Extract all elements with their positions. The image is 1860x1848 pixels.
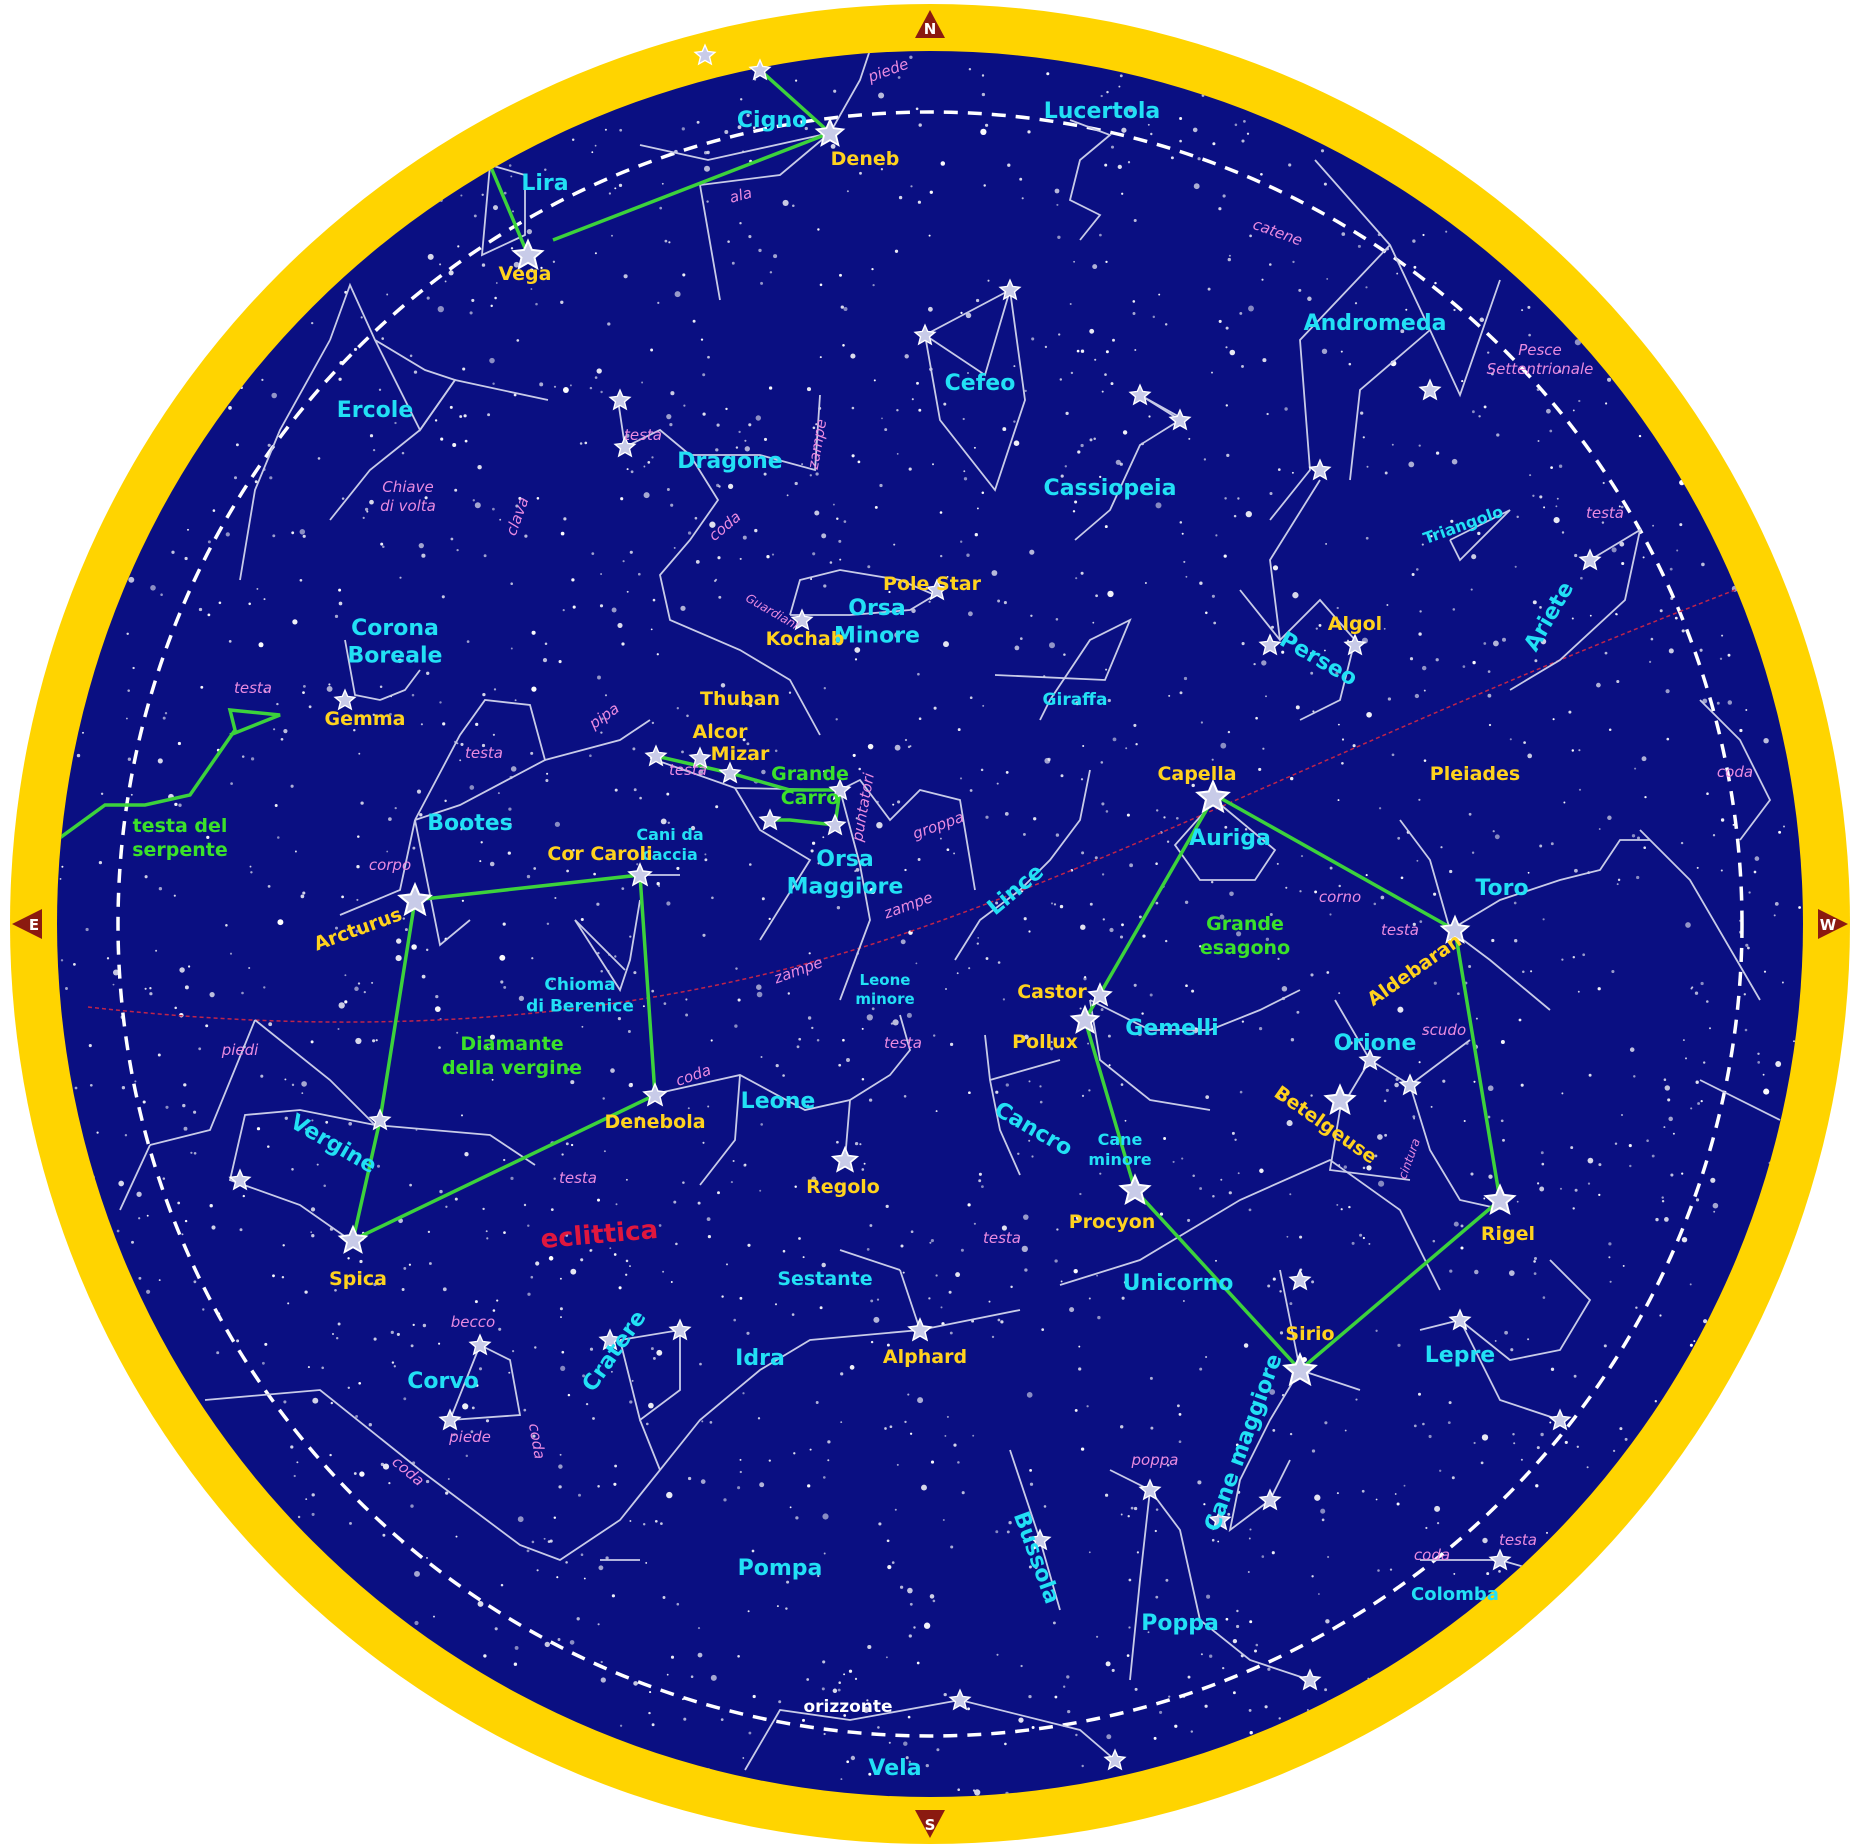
label-chioma-di-berenice: Chioma di Berenice [526, 975, 634, 1016]
label-vega: Vega [499, 263, 552, 285]
compass-north: N [915, 10, 945, 38]
label-algol: Algol [1328, 613, 1382, 635]
part-label: testa [884, 1034, 922, 1052]
label-orsa-maggiore: Orsa Maggiore [787, 847, 904, 900]
label-leone-minore: Leone minore [855, 971, 914, 1008]
label-dragone: Dragone [677, 449, 782, 474]
label-vela: Vela [868, 1756, 921, 1781]
label-sestante: Sestante [777, 1268, 872, 1290]
label-bootes: Bootes [427, 811, 513, 836]
part-label: testa [669, 761, 707, 779]
label-unicorno: Unicorno [1123, 1271, 1234, 1296]
label-mizar: Mizar [711, 743, 770, 765]
label-denebola: Denebola [604, 1111, 705, 1133]
part-label: corpo [369, 856, 411, 874]
label-cane-minore: Cane minore [1088, 1130, 1151, 1169]
label-cassiopeia: Cassiopeia [1044, 476, 1177, 501]
label-cor-caroli: Cor Caroli [547, 843, 652, 865]
label-spica: Spica [329, 1268, 387, 1290]
compass-west-label: W [1820, 916, 1837, 934]
label-cigno: Cigno [737, 108, 807, 133]
label-andromeda: Andromeda [1304, 311, 1447, 336]
label-regolo: Regolo [806, 1176, 880, 1198]
label-grande-esagono: Grande esagono [1200, 913, 1290, 959]
label-gemelli: Gemelli [1125, 1016, 1218, 1041]
horizon-circle [116, 110, 1744, 1738]
sky-disc [57, 51, 1803, 1797]
compass-south: S [915, 1810, 945, 1838]
part-label: coda [1717, 763, 1753, 781]
label-ercole: Ercole [337, 398, 414, 423]
label-corona-boreale: Corona Boreale [348, 616, 443, 669]
compass-east: E [12, 909, 42, 939]
label-cefeo: Cefeo [945, 371, 1016, 396]
label-leone: Leone [741, 1089, 816, 1114]
part-label: scudo [1422, 1021, 1466, 1039]
label-orsa-minore: Orsa Minore [834, 596, 920, 649]
label-orione: Orione [1334, 1031, 1417, 1056]
label-alcor: Alcor [693, 721, 749, 743]
label-pollux: Pollux [1012, 1031, 1078, 1053]
label-pesce-settentrionale: Pesce Settentrionale [1487, 341, 1594, 378]
label-capella: Capella [1157, 763, 1236, 785]
label-pompa: Pompa [738, 1556, 823, 1581]
part-label: piedi [221, 1041, 259, 1059]
label-lucertola: Lucertola [1044, 99, 1161, 124]
part-label: coda [1414, 1546, 1450, 1564]
part-label: testa [1381, 921, 1419, 939]
label-grande-carro: Grande Carro [771, 763, 849, 809]
label-colomba: Colomba [1411, 1584, 1499, 1605]
label-rigel: Rigel [1481, 1223, 1535, 1245]
part-label: ala [727, 184, 753, 207]
label-corvo: Corvo [407, 1369, 479, 1394]
compass-south-label: S [925, 1816, 936, 1834]
label-auriga: Auriga [1189, 826, 1271, 851]
label-alphard: Alphard [883, 1346, 967, 1368]
part-label: testa [465, 744, 503, 762]
label-giraffa: Giraffa [1043, 690, 1108, 710]
label-lepre: Lepre [1425, 1343, 1495, 1368]
label-lira: Lira [521, 171, 568, 196]
label-kochab: Kochab [766, 628, 845, 650]
label-toro: Toro [1475, 876, 1528, 901]
label-testa-del-serpente: testa del serpente [132, 815, 228, 861]
label-cani-da-caccia: Cani da caccia [636, 825, 703, 864]
label-deneb: Deneb [831, 148, 900, 170]
horizon-label: orizzonte [803, 1697, 892, 1717]
part-label: Chiave di volta [380, 478, 436, 515]
label-castor: Castor [1017, 981, 1087, 1003]
part-label: testa [234, 679, 272, 697]
part-label: testa [1586, 504, 1624, 522]
part-label: corno [1319, 888, 1361, 906]
label-sirio: Sirio [1285, 1323, 1334, 1345]
part-label: piede [448, 1428, 491, 1446]
label-thuban: Thuban [700, 688, 780, 710]
part-label: poppa [1131, 1451, 1179, 1469]
part-label: testa [624, 426, 662, 444]
compass-east-label: E [29, 916, 39, 934]
ecliptic-line [87, 584, 1749, 1023]
label-gemma: Gemma [325, 708, 406, 730]
part-label: testa [1499, 1531, 1537, 1549]
label-diamante-della-vergine: Diamante della vergine [442, 1033, 582, 1079]
label-poppa: Poppa [1141, 1611, 1219, 1636]
label-pleiades: Pleiades [1430, 763, 1520, 785]
part-label: testa [983, 1229, 1021, 1247]
label-idra: Idra [735, 1346, 785, 1371]
asterism-labels: testa del serpente Grande Carro Grande esag… [132, 763, 1290, 1079]
compass-west: W [1818, 909, 1848, 939]
part-label: testa [559, 1169, 597, 1187]
label-procyon: Procyon [1069, 1211, 1156, 1233]
label-pole-star: Pole Star [883, 573, 982, 595]
part-label: becco [451, 1313, 495, 1331]
compass-north-label: N [924, 20, 937, 38]
